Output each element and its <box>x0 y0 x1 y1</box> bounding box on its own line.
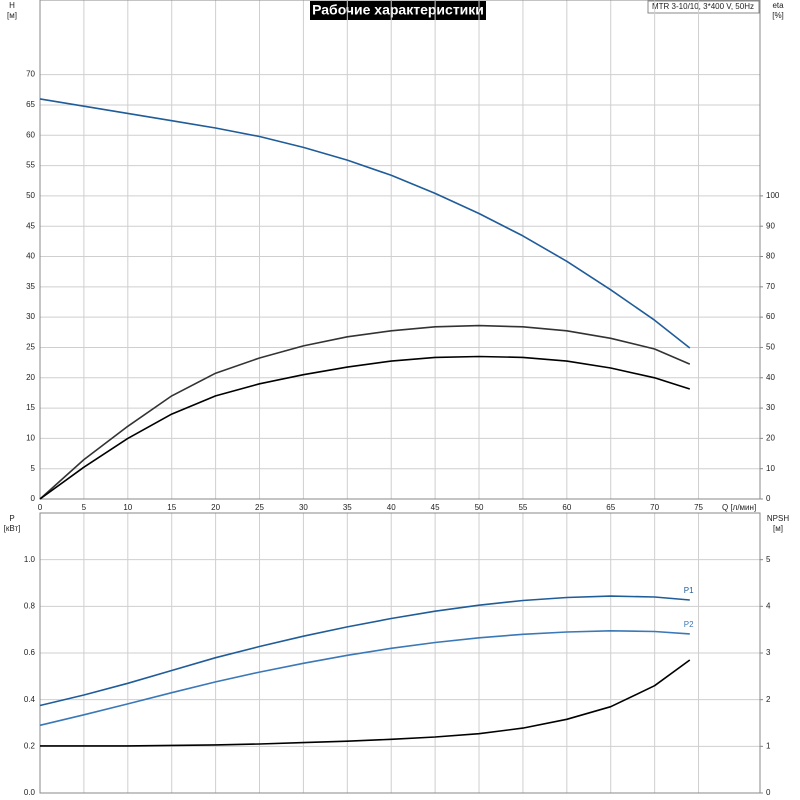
y2-axis-unit: [м] <box>773 524 783 533</box>
y2-tick-label: 90 <box>766 221 775 230</box>
y-axis-unit: [м] <box>7 11 17 20</box>
y-axis-unit: [кВт] <box>4 524 21 533</box>
series-label: P2 <box>684 620 694 629</box>
y-tick-label: 0 <box>31 494 36 503</box>
y2-tick-label: 80 <box>766 252 775 261</box>
y-tick-label: 55 <box>26 161 35 170</box>
y-tick-label: 15 <box>26 403 35 412</box>
curve <box>39 324 691 500</box>
curve <box>39 98 691 349</box>
y2-tick-label: 100 <box>766 191 780 200</box>
y-tick-label: 25 <box>26 343 35 352</box>
y2-tick-label: 40 <box>766 373 775 382</box>
x-axis-label: Q [л/мин] <box>722 503 756 512</box>
x-tick-label: 60 <box>562 503 571 512</box>
y2-axis-unit: [%] <box>772 11 784 20</box>
x-tick-label: 55 <box>518 503 527 512</box>
y-axis-label: P <box>9 514 14 523</box>
y-tick-label: 60 <box>26 130 35 139</box>
title-box <box>310 1 486 20</box>
x-tick-label: 0 <box>38 503 43 512</box>
y-tick-label: 45 <box>26 221 35 230</box>
y-tick-label: 50 <box>26 191 35 200</box>
y-tick-label: 30 <box>26 312 35 321</box>
y-tick-label: 0.4 <box>24 695 36 704</box>
y-tick-label: 40 <box>26 252 35 261</box>
y-tick-label: 0.6 <box>24 648 36 657</box>
y-tick-label: 20 <box>26 373 35 382</box>
curve <box>39 355 691 500</box>
x-tick-label: 25 <box>255 503 264 512</box>
note-box <box>647 0 760 14</box>
plot-frame <box>39 512 761 794</box>
y-tick-label: 70 <box>26 70 35 79</box>
y-tick-label: 5 <box>31 464 36 473</box>
curve <box>39 595 690 707</box>
x-tick-label: 50 <box>475 503 484 512</box>
x-tick-label: 40 <box>387 503 396 512</box>
y-tick-label: 1.0 <box>24 555 36 564</box>
y2-tick-label: 2 <box>766 695 771 704</box>
y2-tick-label: 0 <box>766 788 771 797</box>
x-tick-label: 30 <box>299 503 308 512</box>
x-tick-label: 35 <box>343 503 352 512</box>
plot-frame <box>39 0 761 500</box>
curve <box>39 630 690 727</box>
y-tick-label: 10 <box>26 433 35 442</box>
y2-tick-label: 0 <box>766 494 771 503</box>
y2-tick-label: 70 <box>766 282 775 291</box>
y2-axis-label: eta <box>772 1 784 10</box>
y-tick-label: 0.2 <box>24 741 36 750</box>
y2-tick-label: 1 <box>766 741 771 750</box>
y2-tick-label: 10 <box>766 464 775 473</box>
y2-tick-label: 5 <box>766 555 771 564</box>
x-tick-label: 75 <box>694 503 703 512</box>
x-tick-label: 10 <box>123 503 132 512</box>
y2-tick-label: 4 <box>766 601 771 610</box>
x-tick-label: 70 <box>650 503 659 512</box>
x-tick-label: 45 <box>431 503 440 512</box>
y-tick-label: 35 <box>26 282 35 291</box>
curve <box>40 659 691 747</box>
chart-title: Рабочие характеристики <box>312 2 484 18</box>
y2-tick-label: 30 <box>766 403 775 412</box>
y-axis-label: H <box>9 1 15 10</box>
y-tick-label: 0.0 <box>24 788 36 797</box>
y-tick-label: 65 <box>26 100 35 109</box>
x-tick-label: 20 <box>211 503 220 512</box>
y2-tick-label: 3 <box>766 648 771 657</box>
y2-tick-label: 50 <box>766 343 775 352</box>
model-note: MTR 3-10/10, 3*400 V, 50Hz <box>652 2 754 11</box>
x-tick-label: 5 <box>82 503 87 512</box>
x-tick-label: 65 <box>606 503 615 512</box>
y2-tick-label: 20 <box>766 433 775 442</box>
y2-tick-label: 60 <box>766 312 775 321</box>
series-label: P1 <box>684 586 694 595</box>
x-tick-label: 15 <box>167 503 176 512</box>
y2-axis-label: NPSH <box>767 514 789 523</box>
y-tick-label: 0.8 <box>24 601 36 610</box>
